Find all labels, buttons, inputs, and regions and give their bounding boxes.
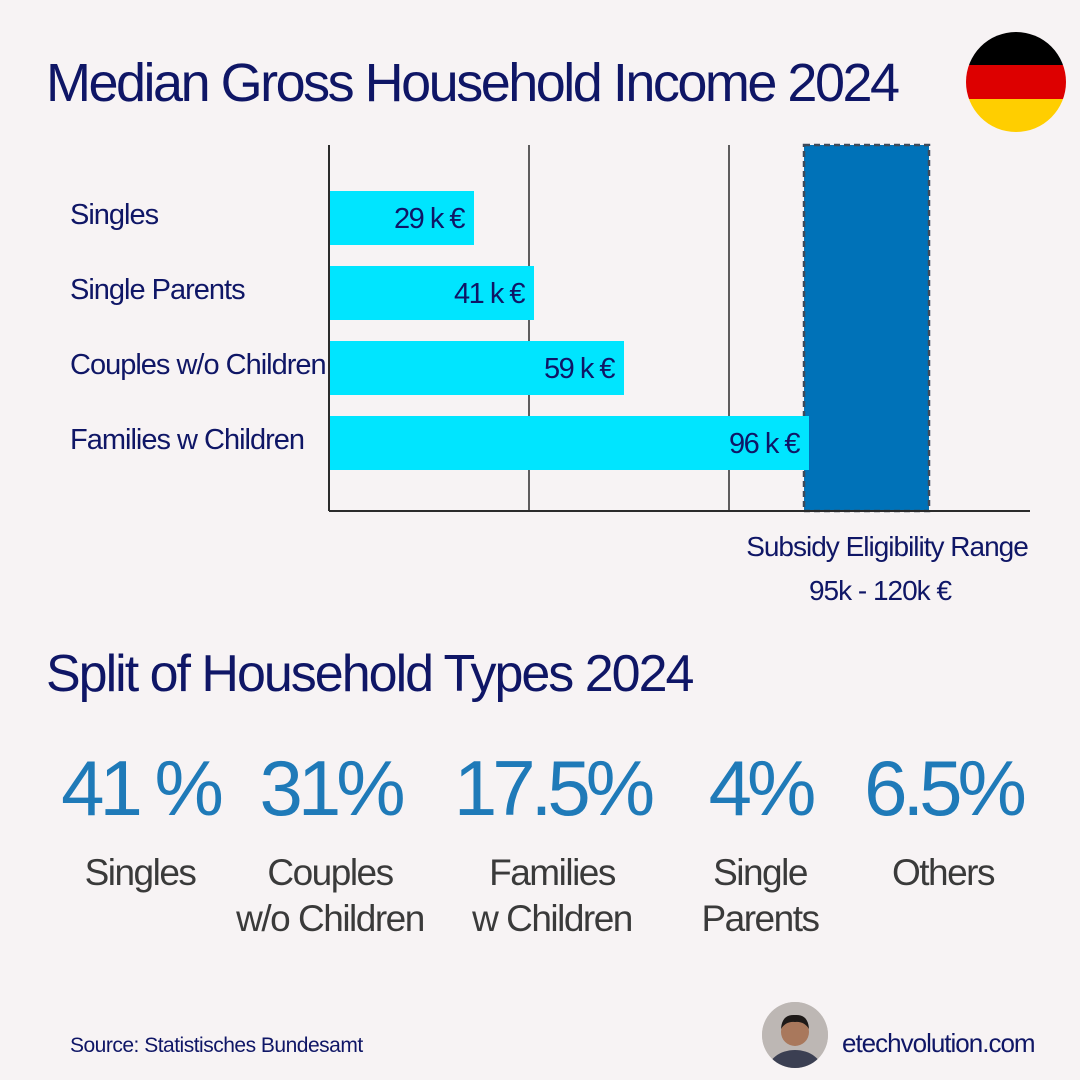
bar-value-label: 96 k €: [729, 428, 800, 460]
stat-percent: 17.5%: [453, 744, 655, 832]
bar-value-label: 59 k €: [544, 353, 615, 385]
stat-percent: 41 %: [61, 744, 224, 832]
bar-value-label: 29 k €: [394, 203, 465, 235]
website-link[interactable]: etechvolution.com: [842, 1028, 1036, 1058]
range-label-title: Subsidy Eligibility Range: [746, 531, 1028, 562]
stat-others: 6.5% Others: [823, 740, 1063, 896]
category-label: Single Parents: [70, 274, 245, 306]
stat-label: Others: [891, 852, 996, 893]
stat-couples: 31% Couples w/o Children: [210, 740, 450, 942]
bar-value-label: 41 k €: [454, 278, 525, 310]
stat-percent: 4%: [708, 744, 817, 832]
stat-percent: 6.5%: [864, 744, 1027, 832]
stat-label: Families w Children: [472, 852, 633, 939]
range-label-values: 95k - 120k €: [809, 575, 953, 606]
bar: [329, 191, 474, 245]
stat-label: Singles: [84, 852, 197, 893]
stat-percent: 31%: [259, 744, 405, 832]
bar: [329, 266, 534, 320]
income-bar-chart: 29 k € Singles 41 k € Single Parents 59 k € C…: [70, 143, 1030, 606]
bar: [329, 416, 809, 470]
category-label: Families w Children: [70, 424, 304, 456]
flag-stripe-red: [966, 65, 1066, 99]
subsidy-range-band: [802, 143, 931, 513]
category-label: Couples w/o Children: [70, 349, 326, 381]
bar: [329, 341, 624, 395]
category-label: Singles: [70, 199, 159, 231]
stat-singles: 41 % Singles: [20, 740, 260, 896]
split-title: Split of Household Types 2024: [46, 645, 694, 703]
stat-label: Single Parents: [701, 852, 820, 939]
stat-families: 17.5% Families w Children: [432, 740, 672, 942]
stat-single-parents: 4% Single Parents: [640, 740, 880, 942]
page-title: Median Gross Household Income 2024: [46, 53, 900, 113]
source-credit: Source: Statistisches Bundesamt: [70, 1034, 363, 1057]
avatar: [762, 1002, 828, 1068]
person-icon: [762, 1002, 828, 1068]
stat-label: Couples w/o Children: [236, 852, 425, 939]
